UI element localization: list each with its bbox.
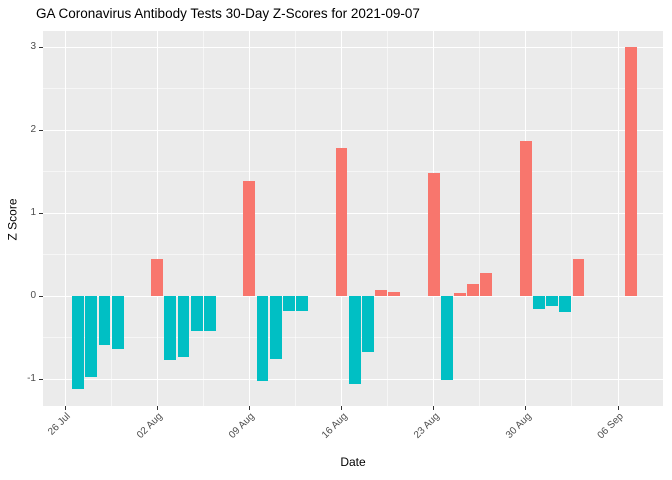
bar-2021-08-20 [388,291,401,296]
gridline-minor-vertical [571,31,573,406]
y-tick-label: 2 [30,124,36,135]
gridline-minor-vertical [387,31,389,406]
gridline-major-horizontal [43,212,663,214]
gridline-minor-vertical [202,31,204,406]
x-tick-label: 16 Aug [319,411,350,441]
bar-2021-08-17 [348,296,361,384]
gridline-minor-vertical [479,31,481,406]
gridline-minor-vertical [294,31,296,406]
bar-2021-08-19 [375,290,387,296]
gridline-minor-horizontal [43,171,663,172]
bar-2021-08-18 [361,296,374,353]
bar-2021-09-02 [559,296,572,312]
bar-2021-07-27 [72,296,85,389]
x-tick-label: 06 Sep [595,411,626,442]
bar-2021-08-09 [243,180,256,296]
gridline-minor-horizontal [43,88,663,89]
gridline-major-horizontal [43,129,663,131]
gridline-major-vertical [617,31,619,406]
gridline-major-horizontal [43,46,663,48]
x-tick-mark [617,406,619,410]
y-tick-mark [39,212,43,214]
gridline-minor-vertical [110,31,112,406]
y-tick-mark [39,129,43,131]
bar-2021-08-02 [151,258,164,296]
x-tick-mark [433,406,435,410]
gridline-major-vertical [64,31,66,406]
bar-2021-08-12 [282,296,295,311]
bar-2021-08-31 [533,296,545,310]
gridline-major-vertical [156,31,158,406]
bar-2021-09-07 [625,47,638,296]
bar-2021-09-01 [546,296,559,306]
bar-2021-08-05 [190,296,203,331]
bar-2021-09-03 [572,258,585,296]
y-tick-mark [39,295,43,297]
bar-2021-08-11 [269,296,282,360]
x-tick-mark [248,406,250,410]
bar-2021-08-30 [519,140,532,296]
y-tick-label: 0 [30,290,36,301]
y-tick-label: 1 [30,207,36,218]
plot-panel [43,31,663,406]
bar-2021-08-16 [335,148,348,296]
y-tick-mark [39,378,43,380]
x-tick-mark [156,406,158,410]
y-tick-label: -1 [27,373,36,384]
bar-2021-08-10 [256,296,269,382]
x-axis-title: Date [340,455,366,469]
bar-2021-08-25 [454,292,466,296]
bar-2021-08-27 [480,272,493,296]
bar-2021-08-04 [177,296,190,358]
bar-2021-08-26 [467,283,480,296]
bar-2021-08-03 [164,296,177,360]
y-tick-label: 3 [30,41,36,52]
bar-2021-08-24 [440,296,453,380]
x-tick-label: 26 Jul [46,411,73,438]
bar-2021-07-29 [98,296,111,345]
gridline-minor-horizontal [43,254,663,255]
x-tick-label: 23 Aug [411,411,442,441]
bar-2021-07-28 [85,296,98,377]
x-tick-label: 09 Aug [227,411,258,441]
bar-2021-07-30 [111,296,124,350]
y-tick-mark [39,46,43,48]
y-axis-title: Z Score [5,198,20,241]
bar-2021-08-06 [203,296,216,331]
x-tick-mark [525,406,527,410]
bar-2021-08-13 [296,296,308,311]
chart-title: GA Coronavirus Antibody Tests 30-Day Z-S… [36,6,420,21]
bar-2021-08-23 [427,173,440,296]
x-tick-label: 02 Aug [135,411,165,441]
x-tick-mark [64,406,66,410]
x-tick-label: 30 Aug [503,411,534,441]
x-tick-mark [341,406,342,410]
